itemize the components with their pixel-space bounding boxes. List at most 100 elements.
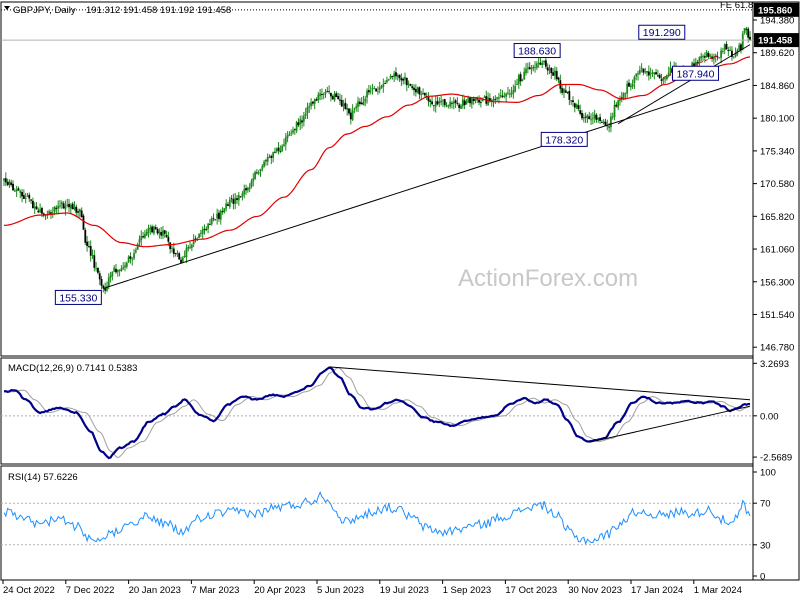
candle-body <box>265 160 267 162</box>
candle <box>22 189 25 200</box>
candle-body <box>465 101 468 105</box>
candle-body <box>115 268 117 273</box>
candle <box>656 69 659 78</box>
candle <box>78 208 81 218</box>
candle-body <box>268 157 271 159</box>
candle-body <box>656 75 659 77</box>
candle-body <box>702 56 704 57</box>
candle <box>705 49 708 58</box>
candle-body <box>429 100 432 102</box>
candle <box>452 97 455 110</box>
candle-body <box>407 83 410 85</box>
candle <box>37 207 40 214</box>
candle-body <box>528 67 531 70</box>
candle <box>174 252 177 257</box>
candle <box>626 80 629 98</box>
fibo-price-tag-text: 195.860 <box>758 5 792 16</box>
candle-body <box>599 117 601 122</box>
candle <box>331 94 334 100</box>
candle <box>227 201 229 206</box>
candle-body <box>143 234 146 238</box>
candle <box>297 118 300 128</box>
candle <box>427 92 430 107</box>
candle-body <box>53 206 56 212</box>
candle-body <box>69 204 72 209</box>
candle <box>194 235 197 243</box>
price-trendline-0 <box>103 78 751 289</box>
candle-body <box>64 206 67 210</box>
candle <box>203 224 206 235</box>
candle <box>59 199 61 209</box>
candle-body <box>209 224 211 225</box>
candle <box>236 194 238 204</box>
candle <box>353 107 356 114</box>
candle-body <box>458 104 461 108</box>
candle-body <box>185 248 188 258</box>
candle-body <box>129 256 132 259</box>
candle <box>411 83 414 91</box>
candle <box>360 97 363 105</box>
candle-body <box>214 219 217 221</box>
candle <box>68 198 70 213</box>
candle-body <box>414 89 417 93</box>
candle <box>669 61 672 76</box>
candle-body <box>216 213 219 219</box>
candle <box>286 131 289 143</box>
candle-body <box>283 144 285 147</box>
candle <box>465 99 468 105</box>
candle <box>702 54 704 61</box>
candle <box>299 115 302 130</box>
candle <box>160 226 163 239</box>
candle-body <box>647 71 650 76</box>
candle-body <box>432 105 435 107</box>
y-axis-frame <box>752 1 800 581</box>
price-level-label: 155.330 <box>54 289 102 305</box>
candle-body <box>597 117 600 120</box>
candle-body <box>279 151 282 152</box>
candle-body <box>335 93 338 98</box>
candle-body <box>171 247 173 249</box>
candle <box>389 74 392 80</box>
candle-body <box>62 203 65 209</box>
candle <box>243 184 246 199</box>
candle-body <box>456 103 459 104</box>
candle-body <box>508 93 511 95</box>
candle-body <box>358 101 361 104</box>
candle <box>422 88 424 95</box>
candle-body <box>483 96 486 98</box>
macd-signal-line <box>4 367 751 459</box>
candle-body <box>156 229 159 234</box>
candle <box>158 228 161 239</box>
candle-body <box>438 101 441 104</box>
candle <box>396 73 399 81</box>
candle-body <box>534 66 536 68</box>
candle-body <box>447 105 450 107</box>
candle-body <box>248 187 251 190</box>
candle <box>288 131 291 136</box>
candle <box>714 53 717 63</box>
candle-body <box>140 236 143 240</box>
rsi-pane-frame <box>0 465 754 581</box>
candle <box>124 261 126 272</box>
candle-body <box>606 125 609 127</box>
candle <box>254 170 256 180</box>
candle-body <box>292 130 294 133</box>
candle-body <box>611 116 614 118</box>
candle-body <box>492 99 495 102</box>
candle <box>333 91 336 102</box>
candle-body <box>122 267 125 269</box>
candle-body <box>402 78 405 81</box>
candle <box>304 107 307 120</box>
candle-body <box>259 169 262 172</box>
candle-body <box>50 212 52 214</box>
candle-body <box>431 101 433 105</box>
candle-body <box>729 49 732 51</box>
candle <box>662 77 665 85</box>
candle <box>261 163 264 172</box>
candle-body <box>360 102 363 105</box>
candle <box>77 208 79 218</box>
candle-body <box>158 231 161 234</box>
candle <box>355 103 358 112</box>
candle <box>187 244 190 252</box>
candle-body <box>378 87 381 90</box>
